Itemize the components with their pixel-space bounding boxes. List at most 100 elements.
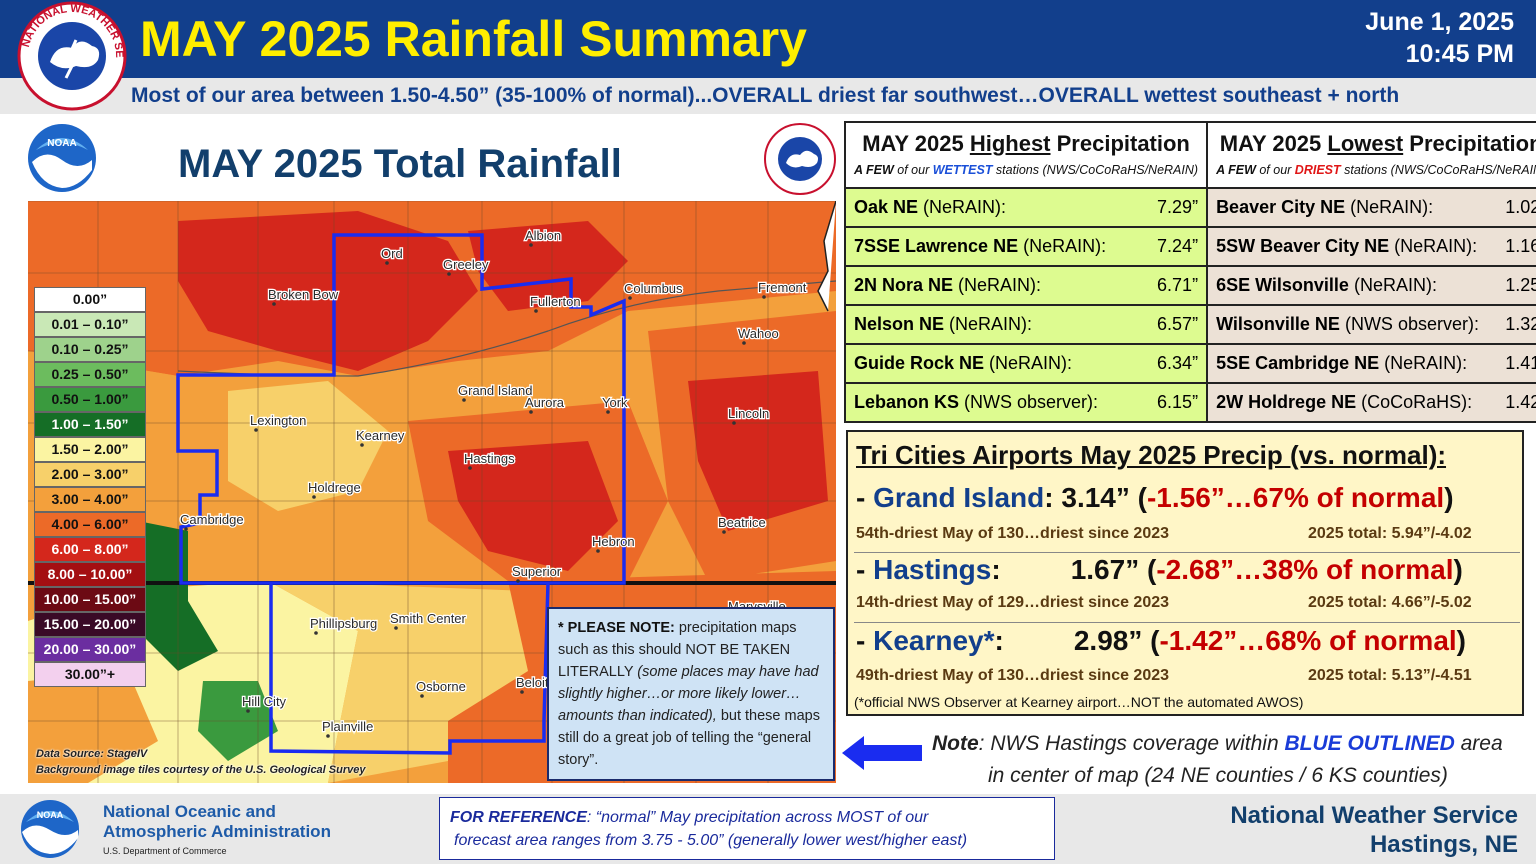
legend-item: 15.00 – 20.00” xyxy=(34,612,146,637)
station-name: Wilsonville NE xyxy=(1216,314,1340,334)
highest-station-cell: Guide Rock NE (NeRAIN): 6.34” xyxy=(843,343,1209,384)
missouri-river xyxy=(817,201,836,312)
station-source: (CoCoRaHS): xyxy=(1361,392,1473,412)
subtitle-band xyxy=(0,78,1536,114)
city-label: Smith Center xyxy=(390,611,467,626)
legend-item: 0.01 – 0.10” xyxy=(34,312,146,337)
noaa-logo-icon: NOAA xyxy=(28,124,96,192)
table-row: Nelson NE (NeRAIN): 6.57” Wilsonville NE (… xyxy=(843,304,1536,345)
lowest-station-cell: Wilsonville NE (NWS observer): 1.32” xyxy=(1206,304,1536,345)
coverage-note-text-1: : NWS Hastings coverage within xyxy=(978,732,1285,755)
zone-north-very-heavy xyxy=(468,221,628,311)
zone-southeast-very-heavy xyxy=(448,441,618,571)
city-dot xyxy=(468,466,472,470)
lowest-station-cell: 6SE Wilsonville (NeRAIN): 1.25” xyxy=(1206,265,1536,306)
station-name: 2W Holdrege NE xyxy=(1216,392,1357,412)
city-dot xyxy=(447,272,451,276)
zone-southwest-green xyxy=(128,521,218,671)
station-value: 1.42” xyxy=(1505,392,1536,412)
coverage-note-highlight: BLUE OUTLINED xyxy=(1284,732,1455,755)
station-source: (NeRAIN): xyxy=(1353,275,1437,295)
city-label: Fullerton xyxy=(530,294,581,309)
airport-summary: - Grand Island: 3.14” (-1.56”…67% of nor… xyxy=(856,482,1454,513)
airport-amount: 1.67” xyxy=(1070,554,1140,585)
city-label: Ord xyxy=(381,246,403,261)
city-dot xyxy=(246,709,250,713)
city-dot xyxy=(516,579,520,583)
station-source: (NeRAIN): xyxy=(1350,197,1434,217)
noaa-logo-text: NOAA xyxy=(47,138,76,149)
station-name: 6SE Wilsonville xyxy=(1216,275,1349,295)
station-value: 1.41” xyxy=(1505,353,1536,373)
city-dot xyxy=(732,421,736,425)
city-dot xyxy=(529,243,533,247)
city-dot xyxy=(534,309,538,313)
lowest-subtitle: A FEW of our DRIEST stations (NWS/CoCoRa… xyxy=(1216,163,1536,177)
legend-item: 0.50 – 1.00” xyxy=(34,387,146,412)
city-label: Hastings xyxy=(464,451,515,466)
airport-summary: - Hastings: 1.67” (-2.68”…38% of normal) xyxy=(856,554,1463,585)
note-text-1: precipitation maps such as this should N… xyxy=(558,620,797,680)
legend-item: 30.00”+ xyxy=(34,662,146,687)
reference-text-2: forecast area ranges from 3.75 - 5.00” (… xyxy=(454,832,968,849)
city-dot xyxy=(326,734,330,738)
zone-center-light xyxy=(228,381,388,511)
city-dot xyxy=(385,261,389,265)
station-value: 1.25” xyxy=(1505,275,1536,295)
highest-title: MAY 2025 Highest Precipitation xyxy=(862,131,1190,156)
lowest-station-cell: 5SW Beaver City NE (NeRAIN): 1.16” xyxy=(1206,226,1536,267)
city-dot xyxy=(420,694,424,698)
map-title: MAY 2025 Total Rainfall xyxy=(178,142,622,186)
legend-item: 8.00 – 10.00” xyxy=(34,562,146,587)
airport-amount: 2.98” xyxy=(1073,625,1143,656)
station-source: (NeRAIN): xyxy=(1394,236,1478,256)
station-name: 2N Nora NE xyxy=(854,275,954,295)
airport-rank: 49th-driest May of 130…driest since 2023 xyxy=(856,667,1170,684)
city-label: Beloit xyxy=(516,675,549,690)
issued-time: 10:45 PM xyxy=(1405,40,1514,68)
issued-timestamp: June 1, 2025 10:45 PM xyxy=(1365,6,1514,70)
credit-line-1: Data Source: StageIV xyxy=(36,748,148,760)
rainfall-legend: 0.00” 0.01 – 0.10” 0.10 – 0.25” 0.25 – 0.50… xyxy=(34,287,146,687)
zone-northwest-very-heavy xyxy=(178,211,478,371)
reference-box: FOR REFERENCE: “normal” May precipitatio… xyxy=(439,797,1055,860)
city-label: Cambridge xyxy=(180,512,244,527)
city-dot xyxy=(254,428,258,432)
table-row: Guide Rock NE (NeRAIN): 6.34” 5SE Cambridg… xyxy=(843,343,1536,384)
station-value: 1.32” xyxy=(1505,314,1536,334)
station-name: 7SSE Lawrence NE xyxy=(854,236,1019,256)
legend-item: 0.25 – 0.50” xyxy=(34,362,146,387)
nws-coverage-outline xyxy=(176,233,626,755)
city-label: Albion xyxy=(525,228,561,243)
noaa-agency-name: National Oceanic and Atmospheric Adminis… xyxy=(103,802,331,842)
city-label: Phillipsburg xyxy=(310,616,377,631)
legend-item: 4.00 – 6.00” xyxy=(34,512,146,537)
city-dot xyxy=(529,410,533,414)
station-source: (NWS observer): xyxy=(1344,314,1479,334)
city-label: Greeley xyxy=(443,257,489,272)
airport-separator xyxy=(854,552,1520,553)
station-value: 7.29” xyxy=(1157,197,1199,217)
city-dot xyxy=(606,410,610,414)
station-value: 6.57” xyxy=(1157,314,1199,334)
map-credit: Data Source: StageIV Background image ti… xyxy=(36,746,365,778)
city-label: Lincoln xyxy=(728,406,769,421)
station-source: (NeRAIN): xyxy=(989,353,1073,373)
station-value: 6.34” xyxy=(1157,353,1199,373)
station-source: (NeRAIN): xyxy=(1384,353,1468,373)
airport-departure: -2.68”…38% of normal xyxy=(1156,554,1454,585)
coverage-note-line-2: in center of map (24 NE counties / 6 KS … xyxy=(988,764,1448,787)
airport-name: Grand Island xyxy=(873,482,1045,513)
airport-amount: 3.14” xyxy=(1061,482,1130,513)
city-dot xyxy=(394,626,398,630)
table-row: Lebanon KS (NWS observer): 6.15” 2W Holdre… xyxy=(843,382,1536,423)
city-label: Superior xyxy=(512,564,562,579)
noaa-name-line-2: Atmospheric Administration xyxy=(103,822,331,841)
highest-station-cell: Oak NE (NeRAIN): 7.29” xyxy=(843,187,1209,228)
station-value: 1.16” xyxy=(1505,236,1536,256)
highest-station-cell: 7SSE Lawrence NE (NeRAIN): 7.24” xyxy=(843,226,1209,267)
highest-station-cell: 2N Nora NE (NeRAIN): 6.71” xyxy=(843,265,1209,306)
station-value: 7.24” xyxy=(1157,236,1199,256)
lowest-title: MAY 2025 Lowest Precipitation xyxy=(1219,131,1536,156)
lowest-station-cell: Beaver City NE (NeRAIN): 1.02” xyxy=(1206,187,1536,228)
